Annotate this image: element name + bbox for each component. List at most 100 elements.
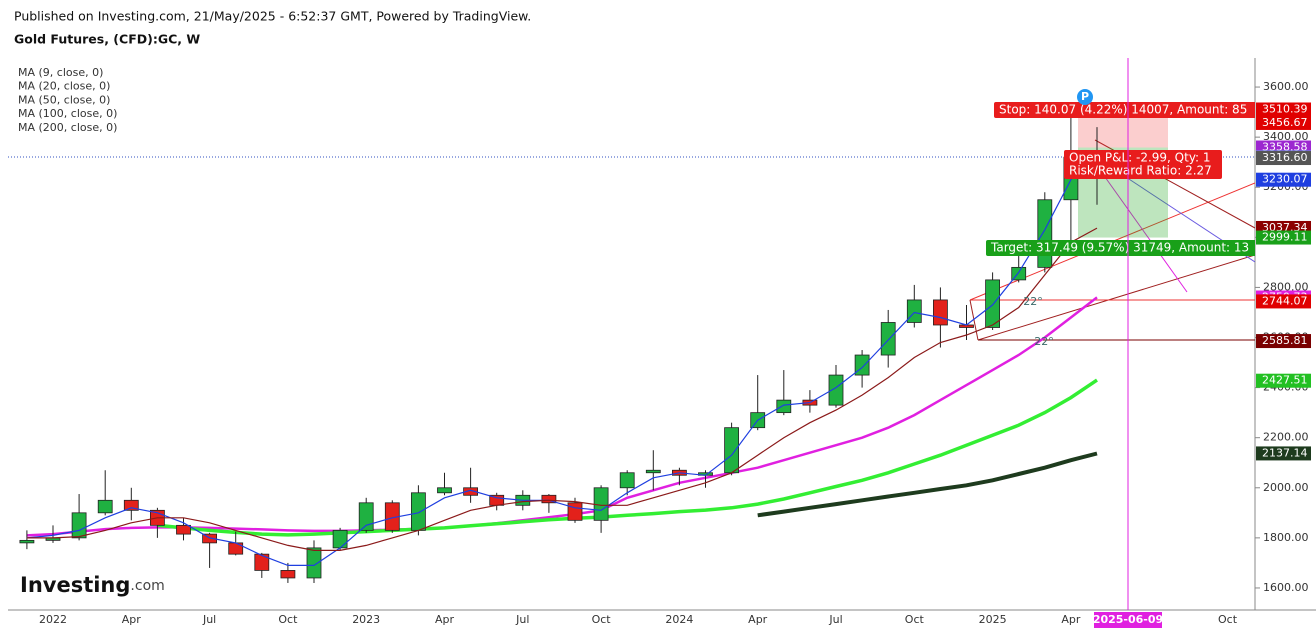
candle-body	[228, 542, 244, 555]
candle-body	[567, 502, 583, 521]
candle-body	[724, 427, 739, 474]
y-tick-label: 1800.00	[1263, 531, 1309, 544]
price-tag-bg	[1256, 446, 1311, 461]
candle-body	[254, 553, 270, 571]
angle-label: 22°	[1023, 295, 1043, 308]
candle-body	[71, 512, 87, 539]
price-tag-bg	[1256, 115, 1311, 130]
candle-body	[332, 529, 348, 549]
moving-average	[757, 451, 1098, 518]
x-tick-label: 2023	[352, 613, 380, 626]
target-label-bg	[986, 240, 1255, 256]
candle-body	[97, 499, 113, 514]
stop-label: Stop: 140.07 (4.22%) 14007, Amount: 85	[999, 103, 1247, 117]
price-tag: 3358.58	[1262, 141, 1308, 154]
y-tick-label: 2200.00	[1263, 431, 1309, 444]
pnl-label-bg	[1064, 150, 1222, 179]
price-tag-bg	[1256, 151, 1311, 166]
x-tick-label: 2022	[39, 613, 67, 626]
y-tick-label: 2000.00	[1263, 481, 1309, 494]
candle-body	[541, 494, 557, 504]
price-tag: 2137.14	[1262, 446, 1308, 459]
x-tick-label: 2024	[665, 613, 693, 626]
candle-body	[985, 279, 1000, 328]
badge-label[interactable]: P	[1081, 90, 1089, 103]
price-tag: 2999.11	[1262, 231, 1308, 244]
candle-body	[306, 547, 322, 579]
legend: MA (9, close, 0)MA (20, close, 0)MA (50,…	[18, 66, 117, 134]
candle-body	[410, 492, 426, 531]
pnl-label: Open P&L: -2.99, Qty: 1	[1069, 151, 1211, 165]
cursor-label-bg	[1094, 612, 1162, 628]
trend-line	[1099, 169, 1188, 293]
symbol-title: Gold Futures, (CFD):GC, W	[14, 32, 200, 47]
trend-line	[969, 299, 979, 341]
y-tick-label: 2800.00	[1263, 280, 1309, 293]
y-tick-label: 1600.00	[1263, 581, 1309, 594]
candle-body	[176, 524, 191, 535]
price-tag: 3230.07	[1262, 173, 1308, 186]
angle-label: 22°	[1034, 335, 1054, 348]
candle-body	[828, 374, 844, 406]
y-tick-label: 3600.00	[1263, 80, 1309, 93]
candle-body	[280, 570, 296, 579]
legend-entry: MA (9, close, 0)	[18, 66, 103, 79]
x-tick-label: Apr	[1061, 613, 1081, 626]
moving-average	[26, 156, 1098, 566]
price-tag-bg	[1256, 294, 1311, 309]
stop-label-bg	[994, 102, 1255, 118]
price-tag: 2585.81	[1262, 334, 1308, 347]
plot: Stop: 140.07 (4.22%) 14007, Amount: 85 Op…	[19, 102, 1255, 583]
candle-body	[123, 499, 139, 511]
candle-body	[933, 299, 948, 326]
logo: Investing.com	[20, 573, 165, 597]
ratio-label: Risk/Reward Ratio: 2.27	[1069, 164, 1212, 178]
price-tag-bg	[1256, 102, 1311, 117]
x-tick-label: 2025	[979, 613, 1007, 626]
candle-body	[645, 469, 661, 474]
x-tick-label: Jul	[202, 613, 216, 626]
candle-body	[437, 487, 452, 494]
legend-entry: MA (100, close, 0)	[18, 107, 117, 120]
price-tag-bg	[1256, 172, 1311, 187]
candle-body	[906, 299, 922, 323]
legend-entry: MA (20, close, 0)	[18, 80, 110, 93]
candle-body	[776, 399, 792, 414]
badge[interactable]	[1077, 89, 1093, 105]
candle-body	[463, 487, 479, 496]
published-line: Published on Investing.com, 21/May/2025 …	[14, 9, 531, 24]
candle-body	[1037, 199, 1053, 268]
x-tick-label: Oct	[1218, 613, 1238, 626]
candle-body	[619, 472, 635, 489]
candle-body	[19, 539, 35, 544]
legend-entry: MA (200, close, 0)	[18, 121, 117, 134]
x-tick-label: Oct	[592, 613, 612, 626]
trend-line	[977, 254, 1255, 341]
x-tick-label: Jul	[515, 613, 529, 626]
x-tick-label: Apr	[435, 613, 455, 626]
legend-entry: MA (50, close, 0)	[18, 93, 110, 106]
moving-average	[26, 227, 1098, 551]
cursor-label: 2025-06-09	[1093, 613, 1163, 626]
price-tag-bg	[1256, 230, 1311, 245]
x-tick-label: Oct	[905, 613, 925, 626]
candle-body	[880, 322, 896, 356]
price-tag-bg	[1256, 334, 1311, 349]
moving-average	[26, 296, 1098, 537]
y-tick-label: 3400.00	[1263, 130, 1309, 143]
moving-average	[157, 378, 1098, 537]
target-label: Target: 317.49 (9.57%) 31749, Amount: 13	[990, 241, 1249, 255]
price-tag: 3456.67	[1262, 116, 1308, 129]
price-tag: 3316.60	[1262, 151, 1308, 164]
x-tick-label: Jul	[828, 613, 842, 626]
x-tick-label: Apr	[122, 613, 142, 626]
logo-suffix: .com	[130, 578, 164, 594]
price-tag: 2427.51	[1262, 374, 1308, 387]
x-tick-label: Apr	[748, 613, 768, 626]
candle-body	[358, 502, 374, 531]
price-tag-bg	[1256, 373, 1311, 388]
price-tag: 2744.07	[1262, 294, 1308, 307]
logo-brand: Investing	[20, 573, 130, 597]
x-tick-label: Oct	[278, 613, 298, 626]
